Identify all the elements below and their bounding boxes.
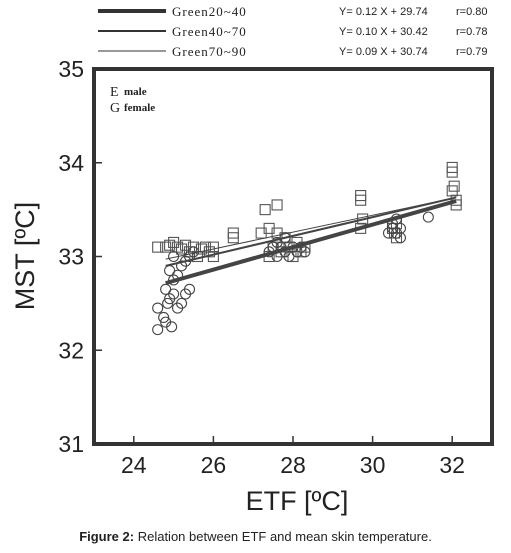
female-point: [183, 283, 196, 295]
y-tick-label: 33: [58, 244, 84, 270]
y-tick-label: 34: [58, 150, 84, 176]
x-tick-label: 32: [439, 452, 465, 478]
x-tick-label: 28: [280, 452, 306, 478]
male-point: [450, 199, 462, 211]
male-point: [195, 243, 208, 255]
regression-line: [165, 197, 457, 260]
female-point: [162, 297, 174, 309]
x-tick-label: 30: [360, 452, 386, 478]
y-tick-label: 32: [58, 337, 84, 363]
female-point: [164, 265, 176, 277]
x-tick-label: 24: [121, 452, 147, 478]
regression-line: [165, 199, 457, 286]
regression-line: [165, 196, 457, 267]
male-point: [448, 180, 460, 192]
legend-series-name: Green20~40: [172, 4, 247, 19]
male-point: [187, 241, 200, 253]
marker-legend-label: male: [124, 86, 147, 98]
male-point: [179, 239, 192, 251]
female-point: [166, 321, 178, 333]
axis-ticks: 24 26 28 30 32 31 32 33 34 35: [58, 56, 465, 478]
caption-text: Relation between ETF and mean skin tempe…: [134, 529, 432, 544]
y-tick-label: 31: [58, 431, 84, 457]
female-point: [160, 283, 172, 295]
marker-legend-label: female: [124, 102, 155, 114]
marker-legend-glyph: G: [110, 101, 120, 116]
legend-equation: Y= 0.10 X + 30.42: [339, 26, 428, 38]
female-point: [279, 232, 291, 244]
male-point: [271, 199, 283, 211]
plot-frame: [92, 67, 494, 446]
y-tick-label: 35: [58, 56, 84, 82]
male-point: [446, 166, 458, 178]
female-point: [152, 302, 164, 314]
male-point: [176, 243, 188, 255]
male-point: [259, 204, 271, 216]
female-point: [299, 246, 311, 258]
caption-label: Figure 2:: [79, 529, 135, 544]
regression-legend: Green20~40 Y= 0.12 X + 29.74 r=0.80 Green40…: [98, 4, 488, 59]
figure-caption: Figure 2: Relation between ETF and mean …: [0, 529, 511, 544]
regression-lines: [165, 196, 457, 286]
x-axis-label: ETF [ºC]: [246, 486, 349, 516]
female-point: [176, 297, 188, 309]
male-point: [207, 241, 219, 253]
female-point: [394, 232, 407, 244]
male-point: [164, 239, 176, 251]
male-point: [172, 241, 184, 253]
male-point: [355, 194, 367, 206]
legend-equation: Y= 0.12 X + 29.74: [339, 6, 428, 18]
legend-equation: Y= 0.09 X + 30.74: [339, 46, 428, 58]
legend-correlation: r=0.79: [456, 46, 488, 58]
male-point: [152, 241, 164, 253]
female-point: [158, 311, 170, 323]
female-point: [152, 324, 164, 336]
female-point: [422, 211, 434, 223]
legend-series-name: Green70~90: [172, 44, 247, 59]
x-tick-label: 26: [201, 452, 227, 478]
male-point: [227, 232, 239, 244]
legend-series-name: Green40~70: [172, 24, 247, 39]
data-marks: [152, 161, 462, 336]
legend-correlation: r=0.80: [456, 6, 488, 18]
legend-correlation: r=0.78: [456, 26, 488, 38]
y-axis-label: MST [ºC]: [10, 202, 40, 310]
marker-legend-glyph: E: [110, 85, 119, 100]
